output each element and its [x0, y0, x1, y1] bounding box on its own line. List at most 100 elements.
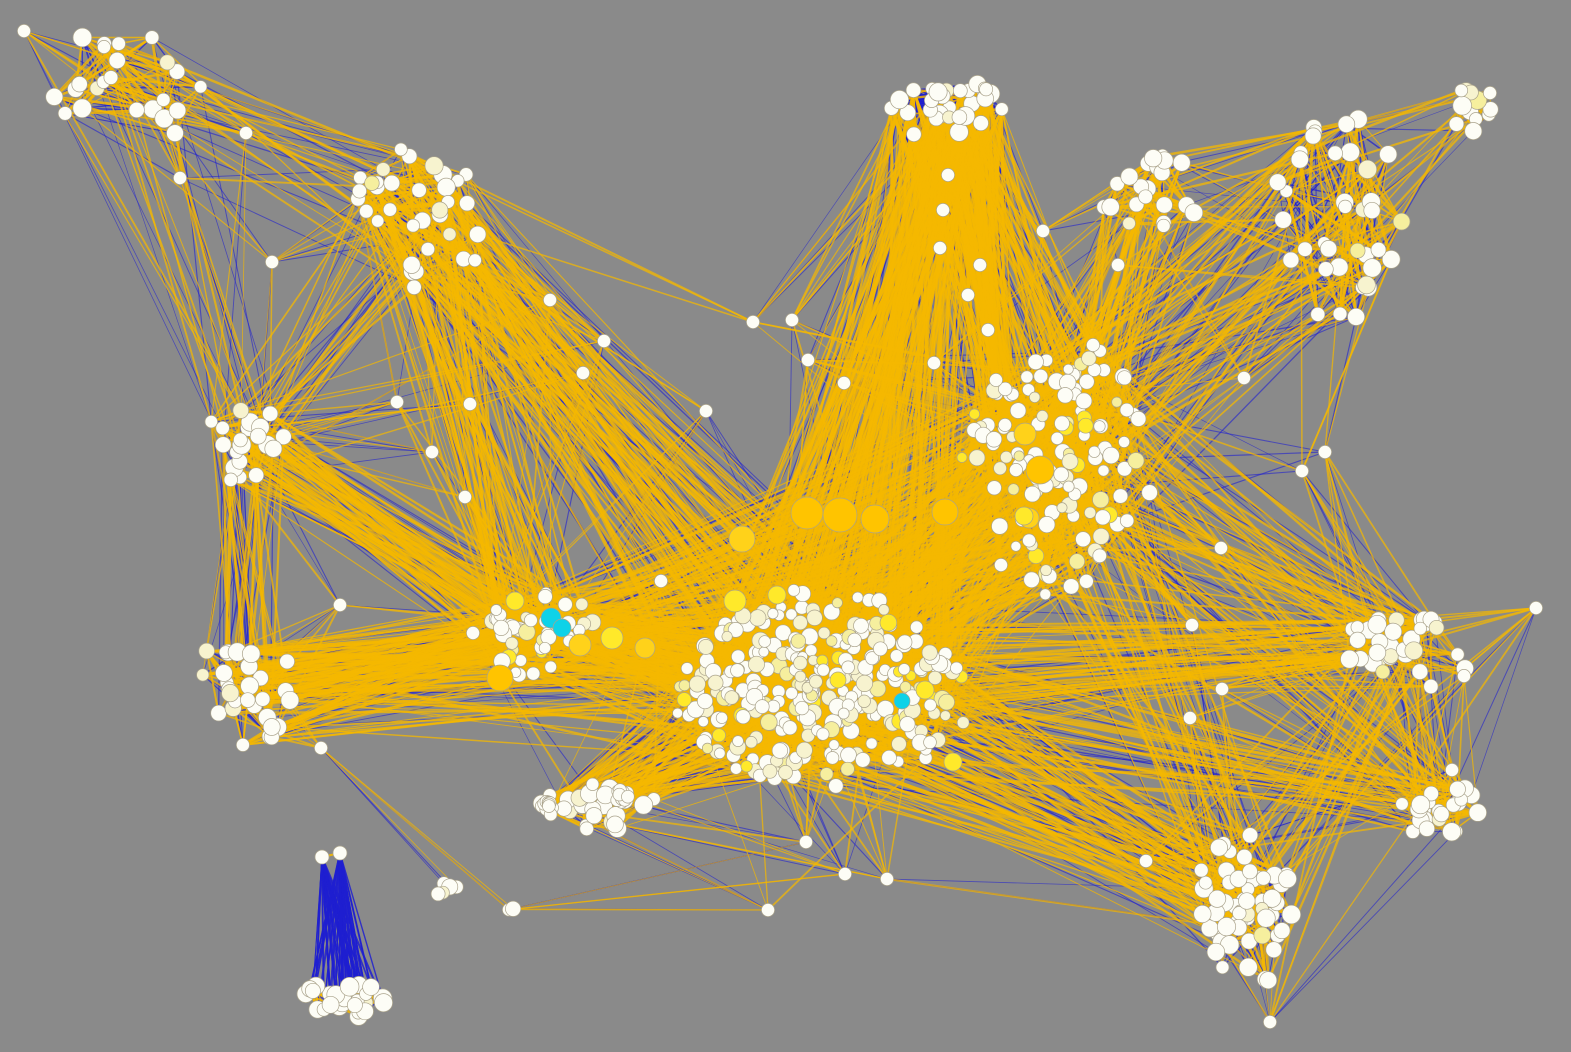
graph-node[interactable] [411, 182, 427, 198]
graph-node[interactable] [968, 408, 981, 420]
graph-node[interactable] [579, 821, 594, 837]
graph-node[interactable] [235, 737, 250, 752]
graph-node[interactable] [314, 741, 328, 755]
graph-node[interactable] [1340, 649, 1359, 669]
graph-node[interactable] [1215, 960, 1230, 975]
graph-node[interactable] [801, 353, 815, 367]
graph-node[interactable] [1449, 780, 1466, 798]
graph-node[interactable] [633, 795, 654, 815]
graph-node[interactable] [1411, 663, 1429, 680]
graph-node[interactable] [144, 30, 160, 45]
graph-node[interactable] [154, 108, 174, 129]
graph-node[interactable] [1229, 870, 1248, 888]
graph-node[interactable] [1367, 614, 1387, 635]
graph-node[interactable] [1117, 370, 1132, 386]
graph-node[interactable] [1318, 445, 1332, 459]
graph-node[interactable] [816, 663, 830, 677]
graph-node[interactable] [17, 24, 31, 38]
graph-node[interactable] [375, 162, 391, 177]
graph-hub-node-gold-hub-13[interactable] [634, 637, 656, 659]
graph-node[interactable] [1214, 541, 1228, 555]
graph-node[interactable] [1347, 307, 1366, 326]
graph-node[interactable] [1050, 431, 1064, 445]
graph-node[interactable] [1278, 869, 1297, 889]
graph-node[interactable] [1111, 396, 1123, 408]
graph-node[interactable] [1423, 678, 1439, 695]
graph-node[interactable] [699, 404, 713, 418]
graph-node[interactable] [333, 598, 347, 612]
graph-node[interactable] [712, 728, 726, 743]
graph-node[interactable] [921, 644, 938, 661]
graph-node[interactable] [1237, 371, 1251, 385]
graph-node[interactable] [1442, 822, 1462, 842]
graph-node[interactable] [233, 432, 248, 448]
graph-node[interactable] [232, 402, 250, 419]
graph-node[interactable] [1423, 785, 1439, 802]
graph-node[interactable] [905, 82, 922, 98]
graph-node[interactable] [544, 660, 557, 674]
graph-node[interactable] [968, 449, 986, 467]
graph-node[interactable] [1075, 392, 1093, 410]
graph-node[interactable] [469, 225, 487, 244]
graph-node[interactable] [794, 670, 807, 683]
graph-node[interactable] [696, 693, 714, 710]
graph-node[interactable] [847, 632, 862, 648]
graph-node[interactable] [1092, 527, 1110, 545]
graph-node[interactable] [1119, 402, 1134, 418]
graph-node[interactable] [1120, 167, 1139, 186]
graph-node[interactable] [740, 760, 753, 773]
graph-node[interactable] [1040, 564, 1052, 577]
graph-node[interactable] [865, 651, 880, 666]
graph-node[interactable] [899, 681, 912, 693]
graph-node[interactable] [1144, 149, 1163, 168]
graph-node[interactable] [1368, 643, 1387, 662]
graph-node[interactable] [853, 617, 869, 634]
graph-node[interactable] [732, 735, 744, 747]
graph-node[interactable] [255, 691, 271, 707]
graph-node[interactable] [383, 174, 401, 192]
graph-node[interactable] [881, 749, 897, 766]
graph-node[interactable] [542, 799, 556, 813]
graph-node[interactable] [760, 713, 778, 731]
graph-node[interactable] [758, 646, 770, 658]
graph-node[interactable] [1078, 373, 1095, 390]
graph-node[interactable] [1141, 484, 1158, 501]
graph-node[interactable] [998, 381, 1013, 397]
graph-node[interactable] [825, 751, 840, 765]
graph-node[interactable] [1007, 483, 1020, 496]
graph-node[interactable] [731, 649, 746, 664]
graph-node[interactable] [1363, 201, 1381, 220]
graph-node[interactable] [1256, 908, 1276, 928]
graph-node[interactable] [505, 636, 519, 650]
graph-node[interactable] [782, 720, 798, 736]
graph-node[interactable] [1138, 189, 1153, 205]
graph-node[interactable] [1282, 251, 1300, 269]
graph-node[interactable] [952, 83, 968, 99]
graph-node[interactable] [1290, 150, 1309, 169]
graph-node[interactable] [390, 395, 404, 409]
graph-node[interactable] [1010, 540, 1022, 552]
graph-node[interactable] [204, 415, 218, 429]
graph-node[interactable] [989, 373, 1003, 387]
graph-node[interactable] [1086, 338, 1100, 352]
graph-node[interactable] [156, 92, 171, 107]
graph-node[interactable] [1255, 870, 1271, 886]
graph-node[interactable] [1253, 926, 1272, 945]
graph-node[interactable] [371, 214, 385, 228]
graph-node[interactable] [927, 356, 941, 370]
graph-node[interactable] [402, 255, 421, 274]
graph-node[interactable] [1139, 854, 1153, 868]
graph-node[interactable] [1061, 453, 1079, 470]
graph-node[interactable] [799, 835, 813, 849]
graph-node[interactable] [314, 849, 330, 865]
graph-node[interactable] [1340, 142, 1360, 162]
graph-node[interactable] [606, 815, 624, 834]
graph-node[interactable] [352, 183, 367, 199]
graph-node[interactable] [761, 903, 775, 917]
graph-node[interactable] [514, 654, 527, 667]
graph-node[interactable] [1033, 368, 1049, 384]
graph-node[interactable] [1259, 971, 1278, 990]
graph-node[interactable] [72, 27, 93, 48]
graph-node[interactable] [173, 171, 187, 185]
graph-node[interactable] [855, 752, 871, 768]
